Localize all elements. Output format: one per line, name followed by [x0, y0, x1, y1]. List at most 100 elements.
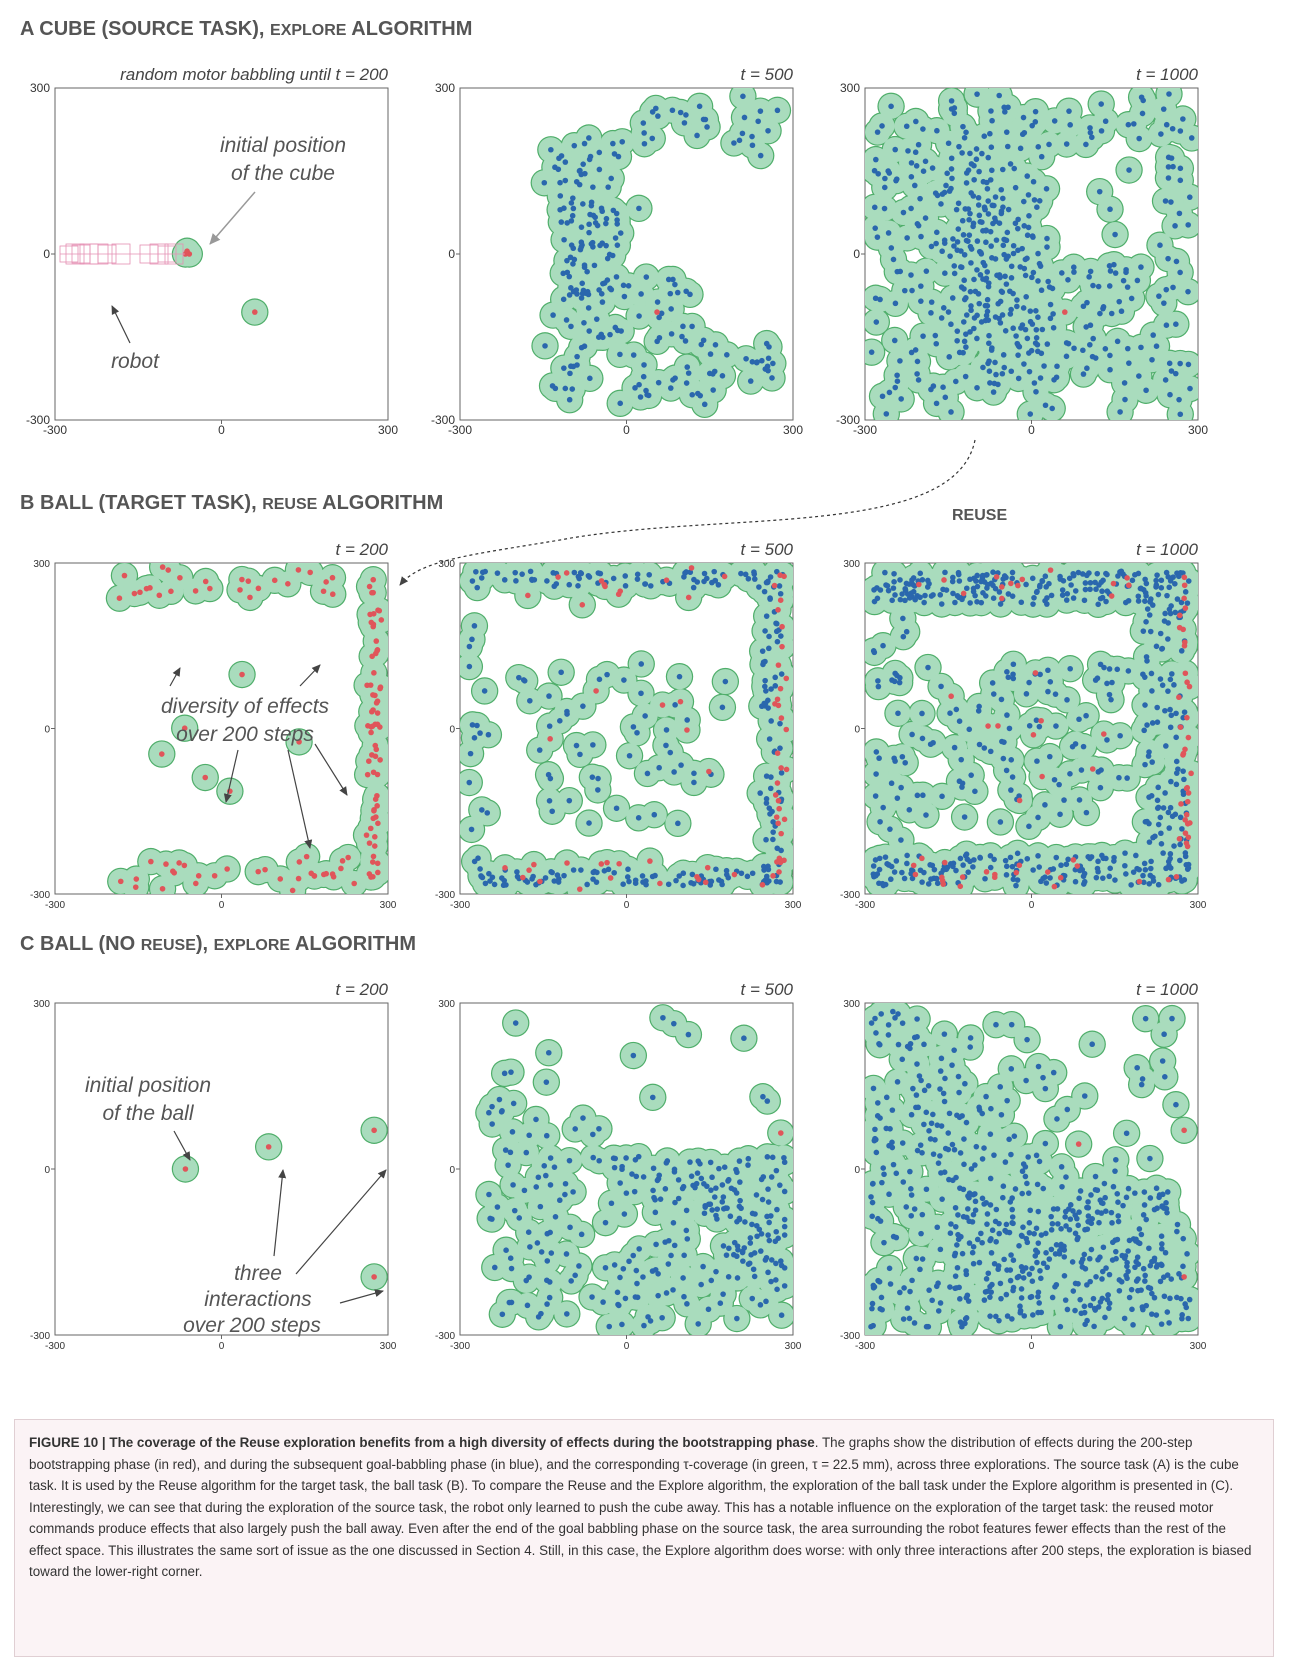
effect-point-blue: [549, 808, 555, 815]
effect-point-blue: [938, 201, 944, 207]
effect-point-blue: [583, 290, 590, 297]
effect-point-blue: [1140, 97, 1146, 104]
effect-point-blue: [588, 241, 595, 247]
x-tick-label: 300: [380, 900, 397, 911]
effect-point-blue: [582, 170, 588, 177]
effect-point-red: [598, 861, 605, 867]
effect-point-blue: [542, 343, 548, 349]
effect-point-blue: [589, 774, 596, 780]
effect-point-red: [132, 884, 139, 890]
effect-point-blue: [576, 168, 583, 174]
effect-point-red: [770, 873, 776, 879]
effect-point-blue: [1112, 270, 1119, 276]
effect-point-red: [593, 688, 599, 694]
effect-point-blue: [908, 160, 915, 166]
effect-point-blue: [676, 873, 683, 879]
effect-point-blue: [599, 299, 606, 305]
effect-point-blue: [1029, 122, 1035, 129]
effect-point-blue: [955, 226, 962, 232]
effect-point-blue: [920, 168, 927, 175]
effect-point-red: [374, 771, 381, 778]
effect-point-blue: [1188, 135, 1195, 141]
effect-point-red: [295, 875, 302, 882]
effect-point-blue: [1143, 387, 1149, 394]
effect-point-blue: [1156, 293, 1162, 299]
effect-point-blue: [1032, 108, 1039, 115]
effect-point-blue: [985, 280, 992, 286]
effect-point-blue: [587, 375, 593, 382]
effect-point-red: [320, 588, 327, 595]
effect-point-blue: [997, 320, 1004, 326]
effect-point-red: [777, 859, 784, 866]
effect-point-blue: [961, 134, 968, 141]
effect-point-blue: [570, 195, 576, 201]
effect-point-blue: [961, 296, 968, 303]
effect-point-blue: [622, 583, 629, 589]
effect-point-blue: [585, 572, 592, 579]
effect-point-blue: [1044, 235, 1050, 242]
effect-point-blue: [689, 323, 695, 330]
effect-point-blue: [691, 770, 697, 777]
effect-point-blue: [922, 158, 929, 165]
effect-point-blue: [968, 303, 974, 309]
effect-point-blue: [966, 216, 972, 223]
effect-point-blue: [948, 409, 954, 415]
effect-point-red: [370, 853, 377, 860]
effect-point-blue: [665, 276, 672, 283]
effect-point-blue: [928, 243, 935, 250]
effect-point-blue: [970, 193, 977, 199]
effect-point-blue: [954, 337, 960, 344]
effect-point-blue: [963, 331, 969, 337]
effect-point-blue: [974, 335, 980, 342]
effect-point-blue: [980, 259, 987, 266]
effect-point-blue: [603, 215, 610, 222]
effect-point-blue: [767, 811, 773, 817]
effect-point-blue: [757, 790, 763, 796]
effect-point-blue: [1019, 322, 1026, 328]
effect-point-blue: [901, 287, 908, 294]
effect-point-blue: [689, 871, 696, 878]
effect-point-blue: [1087, 341, 1093, 348]
effect-point-blue: [963, 180, 970, 186]
effect-point-blue: [777, 720, 783, 727]
effect-point-blue: [943, 182, 949, 189]
effect-point-blue: [1126, 360, 1132, 366]
effect-point-blue: [984, 185, 991, 192]
effect-point-blue: [913, 163, 920, 169]
effect-point-blue: [763, 773, 770, 779]
effect-point-blue: [940, 305, 947, 311]
effect-point-blue: [1163, 286, 1170, 293]
effect-point-red: [615, 591, 622, 598]
effect-point-blue: [1080, 347, 1086, 354]
effect-point-blue: [482, 880, 489, 887]
effect-point-red: [579, 601, 586, 608]
effect-point-blue: [939, 248, 945, 255]
effect-point-red: [323, 870, 329, 877]
effect-point-blue: [1162, 377, 1169, 383]
effect-point-blue: [719, 881, 725, 888]
effect-point-blue: [892, 300, 899, 307]
effect-point-blue: [1180, 116, 1186, 122]
effect-point-blue: [471, 735, 478, 741]
effect-point-blue: [594, 869, 600, 876]
effect-point-blue: [1107, 268, 1114, 274]
effect-point-red: [224, 866, 230, 872]
coverage-layer: [865, 88, 1198, 420]
effect-point-blue: [665, 881, 672, 888]
effect-point-blue: [1025, 224, 1032, 231]
coverage-layer: [865, 563, 1198, 894]
effect-point-red: [262, 866, 268, 873]
effect-point-blue: [975, 194, 982, 201]
effect-point-blue: [988, 144, 995, 151]
effect-point-blue: [1011, 165, 1018, 172]
effect-point-blue: [563, 317, 570, 323]
x-tick-label: 0: [1028, 423, 1035, 437]
effect-point-blue: [668, 306, 674, 312]
effect-point-blue: [610, 207, 617, 214]
effect-point-blue: [965, 167, 972, 173]
effect-point-blue: [994, 272, 1000, 279]
effect-point-blue: [580, 201, 586, 207]
x-tick-label: -300: [853, 423, 877, 437]
effect-point-blue: [1087, 268, 1094, 275]
effect-point-red: [564, 860, 570, 866]
